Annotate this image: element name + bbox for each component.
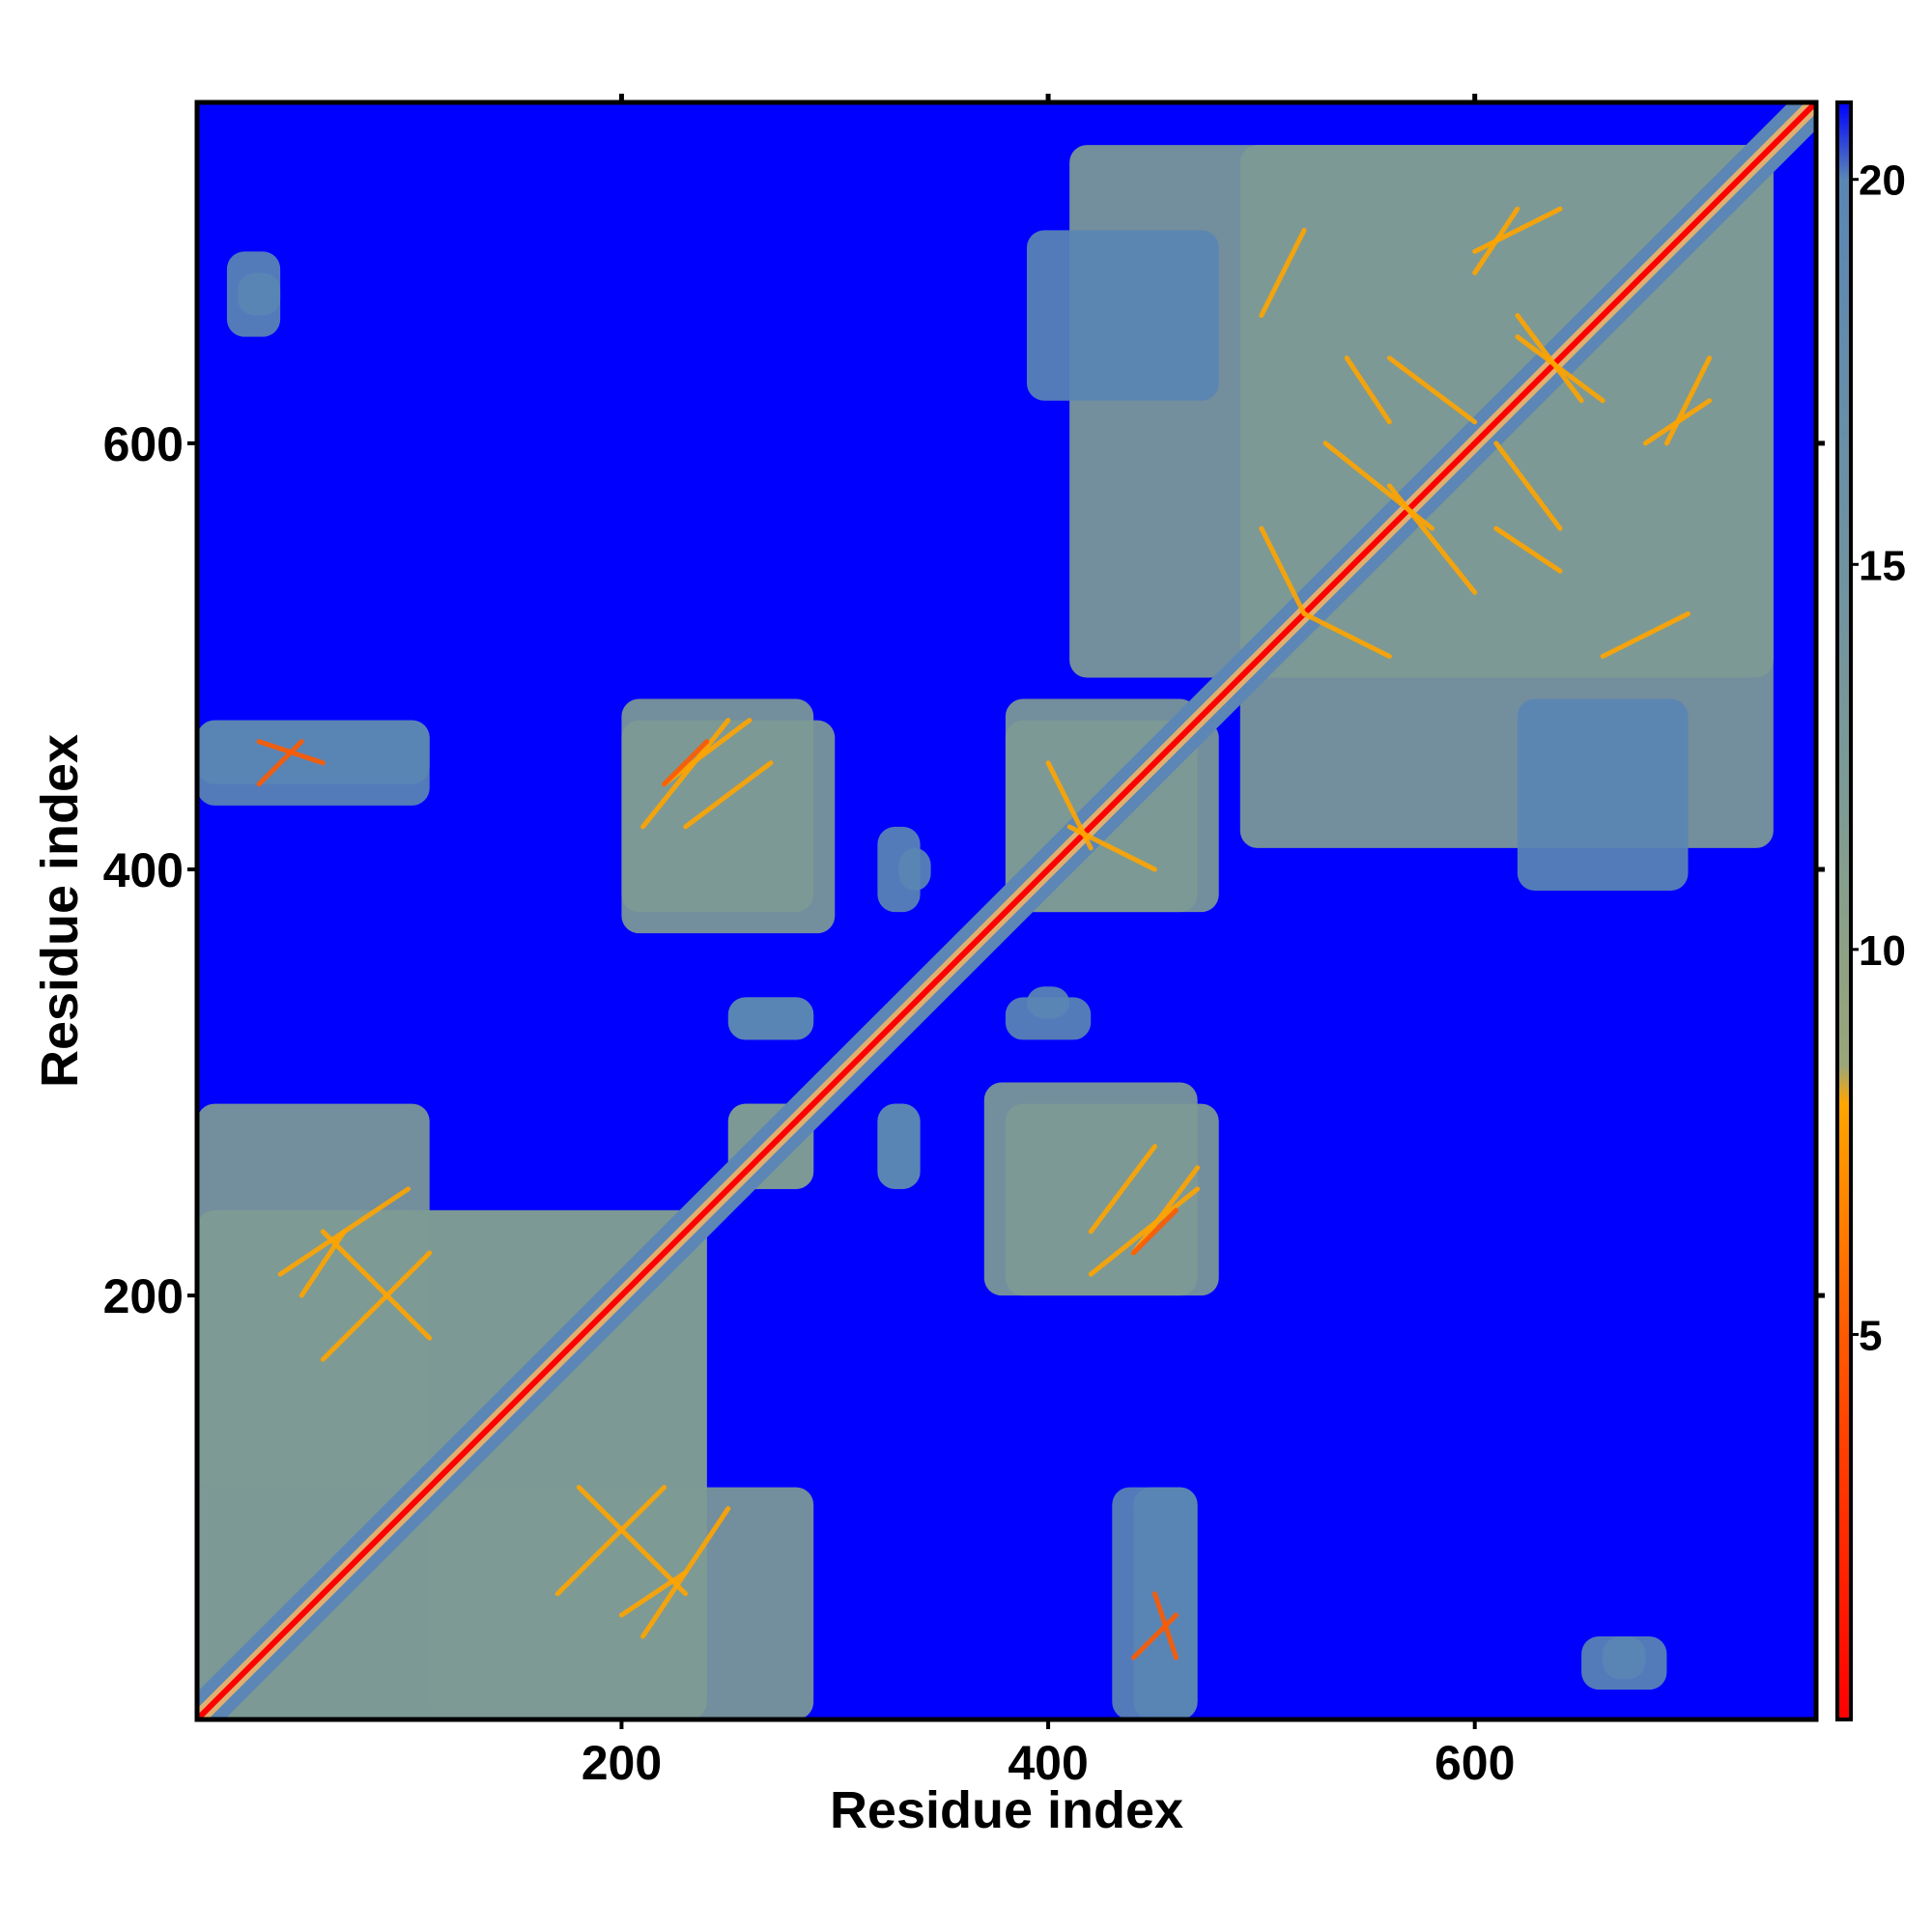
contact-line xyxy=(1130,1208,1179,1256)
contact-region xyxy=(1581,1635,1667,1690)
contact-region xyxy=(1026,230,1219,401)
contact-line xyxy=(1515,313,1584,404)
contact-line xyxy=(1493,440,1563,531)
diagonal-line xyxy=(197,102,1816,1719)
contact-region xyxy=(1069,145,1774,678)
y-axis-title: Residue index xyxy=(31,734,89,1088)
contact-line xyxy=(1663,355,1713,446)
contact-line xyxy=(1386,355,1478,425)
contact-line xyxy=(576,1485,689,1597)
contact-line xyxy=(1301,611,1392,659)
colorbar-tick-label: 10 xyxy=(1859,927,1906,975)
heatmap-plot-area xyxy=(194,99,1819,1722)
contact-line xyxy=(683,760,774,830)
contact-line xyxy=(1493,526,1563,574)
contact-line xyxy=(1088,1144,1157,1235)
contact-line xyxy=(320,1250,433,1362)
x-axis: 200 400 600 xyxy=(582,1719,1515,1790)
contact-line xyxy=(1472,206,1563,254)
plot-frame xyxy=(194,99,1819,1722)
y-tick-label: 400 xyxy=(103,843,184,897)
contact-line xyxy=(256,739,304,787)
contact-region xyxy=(1517,698,1689,892)
y-tick-label: 600 xyxy=(103,417,184,471)
contact-region xyxy=(1005,997,1092,1040)
contact-line xyxy=(662,739,710,787)
contact-region xyxy=(197,720,430,784)
contact-line xyxy=(1259,526,1307,616)
contact-region xyxy=(226,251,281,337)
contact-line xyxy=(1130,1612,1179,1661)
contact-line xyxy=(554,1485,668,1597)
x-tick-label: 600 xyxy=(1435,1736,1515,1790)
top-axis-ticks xyxy=(618,94,1478,102)
contact-line xyxy=(1344,355,1392,425)
contact-region xyxy=(877,1103,921,1189)
contact-line xyxy=(298,1229,347,1298)
colorbar-tick-label: 5 xyxy=(1859,1312,1882,1359)
contact-region xyxy=(1133,1487,1198,1719)
x-axis-title: Residue index xyxy=(830,1781,1183,1839)
contact-line xyxy=(618,1570,689,1618)
right-axis-ticks xyxy=(1816,440,1825,1298)
contact-region xyxy=(877,826,921,913)
contact-line xyxy=(662,718,753,787)
colorbar-bar xyxy=(1835,100,1853,1721)
x-tick-label: 400 xyxy=(1008,1736,1088,1790)
contact-line xyxy=(640,718,731,830)
contact-line xyxy=(320,1229,433,1341)
contact-line xyxy=(1472,206,1520,275)
contact-line xyxy=(1088,1186,1201,1277)
contact-line xyxy=(1045,760,1094,851)
contact-line xyxy=(1642,398,1713,446)
contact-line xyxy=(1386,483,1478,595)
colorbar-tick-label: 20 xyxy=(1859,157,1906,205)
x-tick-label: 200 xyxy=(582,1736,662,1790)
heatmap-cells xyxy=(197,102,1816,1719)
colorbar-tick-label: 15 xyxy=(1859,542,1906,589)
colorbar: 5 10 15 20 xyxy=(1835,100,1906,1721)
y-axis: 200 400 600 xyxy=(103,417,197,1323)
colorbar-ticks: 5 10 15 20 xyxy=(1851,157,1906,1359)
contact-line xyxy=(1600,611,1691,659)
contact-region xyxy=(727,997,814,1040)
y-tick-label: 200 xyxy=(103,1269,184,1323)
contact-line xyxy=(1259,227,1307,319)
contact-line xyxy=(1130,1165,1201,1256)
